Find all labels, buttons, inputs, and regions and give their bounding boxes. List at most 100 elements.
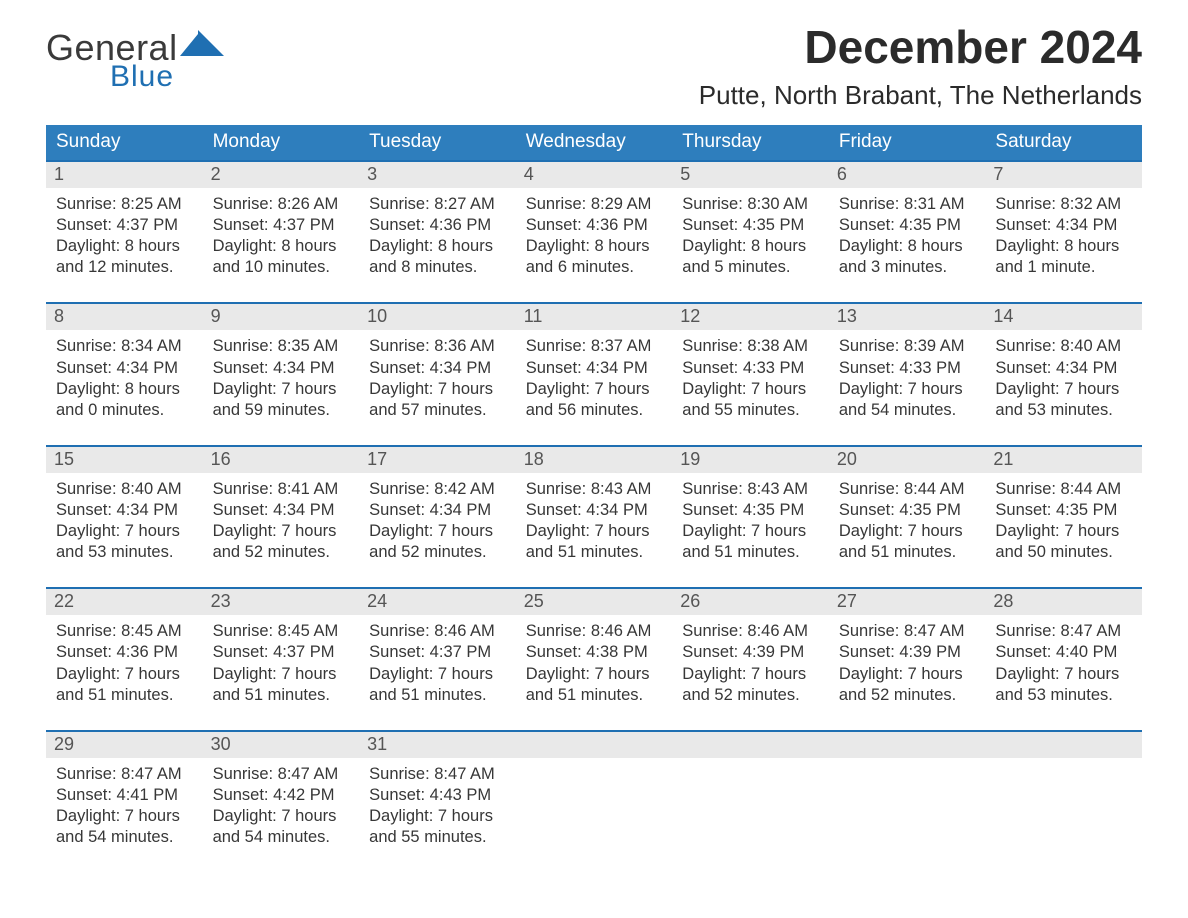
daylight-line-2: and 10 minutes. <box>213 257 352 278</box>
day-detail-row: Sunrise: 8:25 AMSunset: 4:37 PMDaylight:… <box>46 188 1142 302</box>
date-number: 18 <box>516 447 673 473</box>
date-number: 20 <box>829 447 986 473</box>
day-cell: Sunrise: 8:36 AMSunset: 4:34 PMDaylight:… <box>359 330 516 444</box>
calendar-week: 891011121314Sunrise: 8:34 AMSunset: 4:34… <box>46 302 1142 444</box>
date-number: 25 <box>516 589 673 615</box>
sunrise-line: Sunrise: 8:39 AM <box>839 336 978 357</box>
daylight-line-2: and 51 minutes. <box>369 685 508 706</box>
sunset-line: Sunset: 4:33 PM <box>682 358 821 379</box>
day-cell: Sunrise: 8:25 AMSunset: 4:37 PMDaylight:… <box>46 188 203 302</box>
date-number: 21 <box>985 447 1142 473</box>
daylight-line-1: Daylight: 8 hours <box>839 236 978 257</box>
date-number: 12 <box>672 304 829 330</box>
date-number-row: 22232425262728 <box>46 589 1142 615</box>
day-cell: Sunrise: 8:39 AMSunset: 4:33 PMDaylight:… <box>829 330 986 444</box>
daylight-line-1: Daylight: 8 hours <box>682 236 821 257</box>
daylight-line-1: Daylight: 8 hours <box>995 236 1134 257</box>
daylight-line-2: and 3 minutes. <box>839 257 978 278</box>
daylight-line-1: Daylight: 7 hours <box>995 521 1134 542</box>
daylight-line-1: Daylight: 8 hours <box>56 379 195 400</box>
daylight-line-1: Daylight: 8 hours <box>213 236 352 257</box>
sunset-line: Sunset: 4:34 PM <box>369 358 508 379</box>
date-number: 11 <box>516 304 673 330</box>
date-number: 6 <box>829 162 986 188</box>
day-cell <box>672 758 829 872</box>
date-number: 5 <box>672 162 829 188</box>
daylight-line-2: and 52 minutes. <box>369 542 508 563</box>
daylight-line-2: and 54 minutes. <box>56 827 195 848</box>
daylight-line-1: Daylight: 7 hours <box>56 806 195 827</box>
day-cell: Sunrise: 8:44 AMSunset: 4:35 PMDaylight:… <box>829 473 986 587</box>
sunset-line: Sunset: 4:34 PM <box>56 358 195 379</box>
day-cell: Sunrise: 8:37 AMSunset: 4:34 PMDaylight:… <box>516 330 673 444</box>
sunset-line: Sunset: 4:34 PM <box>213 500 352 521</box>
date-number: 13 <box>829 304 986 330</box>
sunset-line: Sunset: 4:34 PM <box>526 500 665 521</box>
daylight-line-2: and 51 minutes. <box>56 685 195 706</box>
daylight-line-2: and 54 minutes. <box>213 827 352 848</box>
sunset-line: Sunset: 4:36 PM <box>526 215 665 236</box>
sunrise-sunset-calendar: SundayMondayTuesdayWednesdayThursdayFrid… <box>46 125 1142 872</box>
sunset-line: Sunset: 4:42 PM <box>213 785 352 806</box>
daylight-line-1: Daylight: 7 hours <box>213 521 352 542</box>
day-cell: Sunrise: 8:40 AMSunset: 4:34 PMDaylight:… <box>985 330 1142 444</box>
sunrise-line: Sunrise: 8:40 AM <box>995 336 1134 357</box>
daylight-line-2: and 8 minutes. <box>369 257 508 278</box>
daylight-line-1: Daylight: 7 hours <box>839 379 978 400</box>
daylight-line-1: Daylight: 7 hours <box>213 664 352 685</box>
date-number: 10 <box>359 304 516 330</box>
day-cell: Sunrise: 8:32 AMSunset: 4:34 PMDaylight:… <box>985 188 1142 302</box>
sunrise-line: Sunrise: 8:43 AM <box>526 479 665 500</box>
daylight-line-2: and 52 minutes. <box>682 685 821 706</box>
weekday-header: Wednesday <box>516 125 673 160</box>
date-number-row: 1234567 <box>46 162 1142 188</box>
date-number: 30 <box>203 732 360 758</box>
daylight-line-2: and 51 minutes. <box>526 542 665 563</box>
day-cell: Sunrise: 8:38 AMSunset: 4:33 PMDaylight:… <box>672 330 829 444</box>
sunrise-line: Sunrise: 8:45 AM <box>213 621 352 642</box>
day-cell <box>829 758 986 872</box>
sunrise-line: Sunrise: 8:36 AM <box>369 336 508 357</box>
day-detail-row: Sunrise: 8:47 AMSunset: 4:41 PMDaylight:… <box>46 758 1142 872</box>
sunrise-line: Sunrise: 8:25 AM <box>56 194 195 215</box>
daylight-line-2: and 53 minutes. <box>995 685 1134 706</box>
daylight-line-1: Daylight: 7 hours <box>839 521 978 542</box>
daylight-line-1: Daylight: 7 hours <box>213 379 352 400</box>
calendar-week: 22232425262728Sunrise: 8:45 AMSunset: 4:… <box>46 587 1142 729</box>
date-number <box>985 732 1142 758</box>
day-cell: Sunrise: 8:35 AMSunset: 4:34 PMDaylight:… <box>203 330 360 444</box>
day-cell: Sunrise: 8:45 AMSunset: 4:36 PMDaylight:… <box>46 615 203 729</box>
date-number: 3 <box>359 162 516 188</box>
sunset-line: Sunset: 4:41 PM <box>56 785 195 806</box>
sunset-line: Sunset: 4:37 PM <box>369 642 508 663</box>
daylight-line-1: Daylight: 7 hours <box>682 664 821 685</box>
daylight-line-2: and 1 minute. <box>995 257 1134 278</box>
sunrise-line: Sunrise: 8:44 AM <box>839 479 978 500</box>
day-cell: Sunrise: 8:41 AMSunset: 4:34 PMDaylight:… <box>203 473 360 587</box>
day-cell: Sunrise: 8:27 AMSunset: 4:36 PMDaylight:… <box>359 188 516 302</box>
sunrise-line: Sunrise: 8:47 AM <box>839 621 978 642</box>
daylight-line-1: Daylight: 7 hours <box>56 521 195 542</box>
sunrise-line: Sunrise: 8:45 AM <box>56 621 195 642</box>
date-number: 22 <box>46 589 203 615</box>
daylight-line-1: Daylight: 8 hours <box>369 236 508 257</box>
brand-word-2: Blue <box>110 60 224 94</box>
sunrise-line: Sunrise: 8:37 AM <box>526 336 665 357</box>
day-cell <box>985 758 1142 872</box>
date-number <box>516 732 673 758</box>
daylight-line-1: Daylight: 7 hours <box>369 664 508 685</box>
daylight-line-2: and 6 minutes. <box>526 257 665 278</box>
sunset-line: Sunset: 4:36 PM <box>56 642 195 663</box>
daylight-line-2: and 57 minutes. <box>369 400 508 421</box>
sunset-line: Sunset: 4:39 PM <box>682 642 821 663</box>
calendar-week: 1234567Sunrise: 8:25 AMSunset: 4:37 PMDa… <box>46 160 1142 302</box>
sunset-line: Sunset: 4:39 PM <box>839 642 978 663</box>
daylight-line-1: Daylight: 7 hours <box>995 664 1134 685</box>
brand-logo: General Blue <box>46 30 224 94</box>
date-number: 7 <box>985 162 1142 188</box>
day-cell: Sunrise: 8:47 AMSunset: 4:41 PMDaylight:… <box>46 758 203 872</box>
sunset-line: Sunset: 4:35 PM <box>995 500 1134 521</box>
location-subtitle: Putte, North Brabant, The Netherlands <box>699 80 1142 111</box>
daylight-line-2: and 51 minutes. <box>839 542 978 563</box>
daylight-line-2: and 55 minutes. <box>369 827 508 848</box>
